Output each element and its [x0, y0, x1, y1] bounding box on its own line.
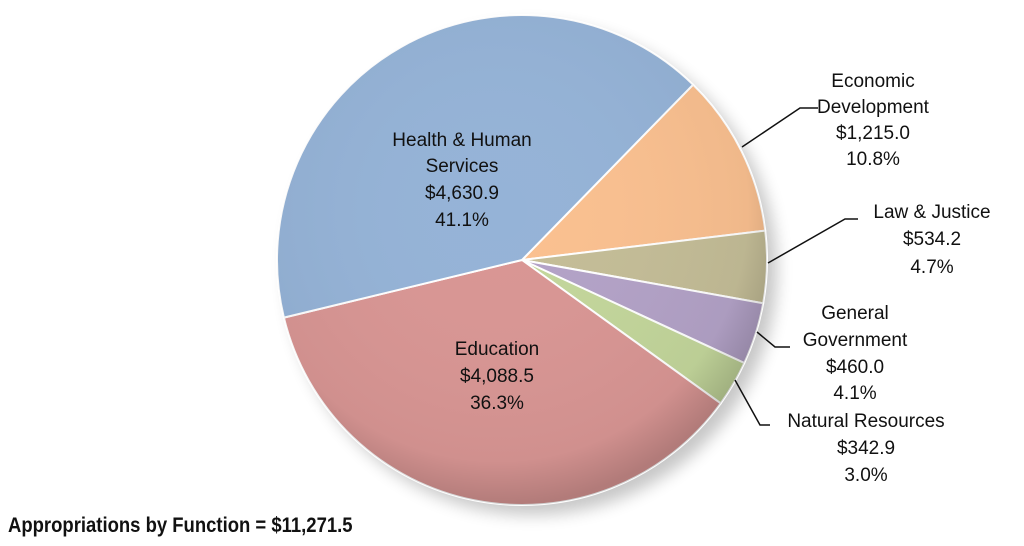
education-percent-label: 36.3%: [470, 393, 524, 414]
natural-resources-label-line: Natural Resources: [787, 411, 944, 432]
general-government-label-line: General: [821, 303, 889, 324]
law-justice-percent-label: 4.7%: [910, 257, 953, 278]
law-justice-label-line: Law & Justice: [873, 202, 990, 223]
education-value-label: $4,088.5: [460, 366, 534, 387]
health-human-services-label-line: Services: [426, 156, 499, 177]
leader-line-law-justice: [767, 218, 858, 264]
health-human-services-percent-label: 41.1%: [435, 210, 489, 231]
economic-development-label-line: Economic: [831, 71, 914, 92]
natural-resources-percent-label: 3.0%: [844, 465, 887, 486]
chart-title: Appropriations by Function = $11,271.5: [8, 514, 353, 537]
health-human-services-label-line: Health & Human: [392, 130, 531, 151]
general-government-percent-label: 4.1%: [833, 383, 876, 404]
leader-line-general-government: [756, 331, 790, 348]
education-label-line: Education: [455, 339, 540, 360]
general-government-label-line: Government: [803, 330, 908, 351]
economic-development-value-label: $1,215.0: [836, 123, 910, 144]
leader-line-natural-resources: [734, 379, 770, 426]
economic-development-label-line: Development: [817, 97, 930, 118]
natural-resources-value-label: $342.9: [837, 438, 895, 459]
general-government-value-label: $460.0: [826, 357, 884, 378]
economic-development-percent-label: 10.8%: [846, 149, 900, 170]
health-human-services-value-label: $4,630.9: [425, 183, 499, 204]
leader-line-economic-development: [741, 107, 818, 148]
law-justice-value-label: $534.2: [903, 229, 961, 250]
